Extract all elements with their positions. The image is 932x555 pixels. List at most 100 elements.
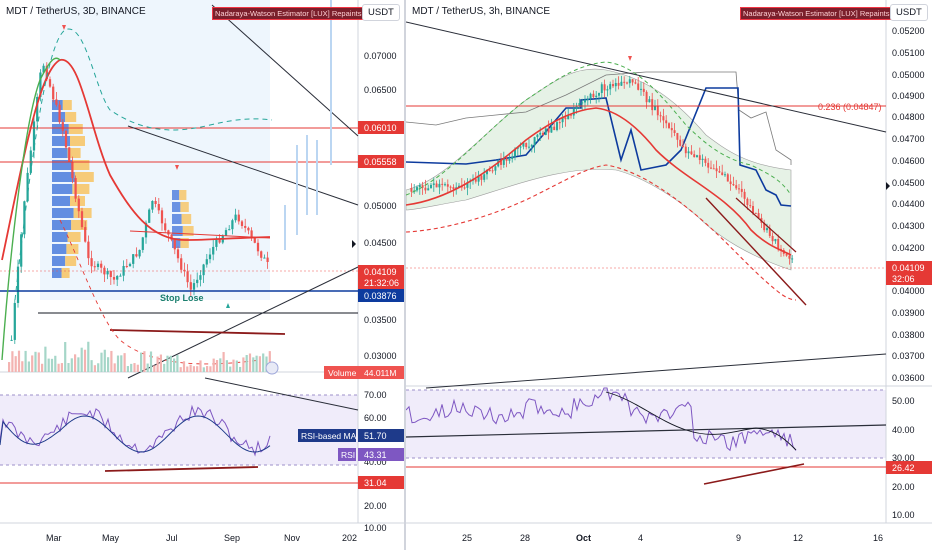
rsi-tick: 40.00 [892,425,915,435]
right-chart-panel[interactable]: 0.236 (0.04847) 0.05200 0.05100 0.05000 … [405,0,932,550]
candle-body [740,188,743,192]
candle-body [763,222,766,231]
volume-bar [186,366,189,372]
volume-bar [239,366,242,372]
volume-profile-bar [52,220,72,230]
rsi-ma-value: 51.70 [364,431,387,441]
volume-profile-bar [52,208,74,218]
candle-body [673,130,676,133]
volume-bar [41,363,44,372]
candle-body [128,263,132,267]
upper-envelope [405,71,792,165]
volume-bar [268,351,271,372]
current-price-value: 0.04109 [892,263,925,273]
left-currency-button[interactable]: USDT [362,4,400,21]
volume-bar [248,353,252,372]
candle-body [752,206,754,213]
volume-bar [209,366,212,372]
candle-body [628,79,631,84]
volume-bar [17,350,21,372]
candle-body [547,128,550,133]
candle-body [771,235,774,242]
nadaraya-upper-curve [14,28,273,301]
candle-body [430,184,432,189]
left-time-axis: Mar May Jul Sep Nov 202 [46,533,357,543]
candle-body [444,184,446,186]
rsi-line [0,404,271,457]
volume-profile-bar [67,232,81,242]
candle-body [42,65,45,73]
candle-body [247,227,250,231]
time-tick: 4 [638,533,643,543]
price-tick: 0.04200 [892,243,925,253]
candle-body [542,132,544,135]
price-tick: 0.03700 [892,351,925,361]
price-tick: 0.06500 [364,85,397,95]
price-tick: 0.03900 [892,308,925,318]
right-chart-canvas[interactable]: 0.236 (0.04847) 0.05200 0.05100 0.05000 … [405,0,932,550]
candle-body [84,227,87,242]
right-indicator-badge[interactable]: Nadaraya-Watson Estimator [LUX] Repaints [740,7,893,20]
volume-bar [182,361,186,372]
candle-body [774,239,777,242]
candle-body [39,72,42,97]
flag-icon[interactable] [265,361,279,375]
candle-body [141,237,144,250]
candle-body [135,254,138,257]
time-tick: 28 [520,533,530,543]
candle-body [441,183,444,185]
time-tick: Oct [576,533,591,543]
candle-body [138,249,141,257]
candle-body [578,103,581,107]
rsi-tick: 50.00 [892,396,915,406]
rsi-tick: 40.00 [364,457,387,467]
rsi-ma-line [605,391,797,451]
price-tick: 0.04500 [364,238,397,248]
buy-marker [226,303,230,308]
candle-body [416,187,418,191]
candle-body [757,213,760,218]
candle-body [36,96,39,122]
volume-value: 44.011M [364,368,396,378]
candle-body [530,144,533,147]
left-chart-canvas[interactable]: Stop Lose 0.07000 0.06500 0.05000 0.0450… [0,0,404,550]
candle-body [488,169,491,171]
candle-body [189,282,192,290]
candle-body [768,228,771,236]
candle-body [266,257,269,263]
rsi-tick: 20.00 [364,501,387,511]
candle-body [690,151,693,155]
price-tick: 0.05000 [364,201,397,211]
rsi-tick: 70.00 [364,390,387,400]
candle-body [491,170,494,172]
volume-bar [176,355,179,372]
candle-body [679,139,682,146]
left-indicator-badge[interactable]: Nadaraya-Watson Estimator [LUX] Repaints [212,7,365,20]
right-currency-button[interactable]: USDT [890,4,928,21]
candle-body [100,263,103,268]
left-chart-panel[interactable]: Stop Lose 0.07000 0.06500 0.05000 0.0450… [0,0,404,550]
candle-body [13,302,16,340]
sell-marker [628,56,632,61]
volume-profile-bar [172,190,180,200]
volume-bar [229,366,232,372]
candle-body [704,158,707,163]
candle-body [228,229,231,231]
candle-body [10,339,13,341]
candle-body [687,151,690,154]
candle-body [598,92,600,96]
candle-body [640,88,642,90]
candle-body [525,142,528,148]
candle-body [693,154,696,158]
volume-profile-bar [52,160,73,170]
price-tick: 0.04500 [892,178,925,188]
volume-bar [54,355,57,372]
rsi-low-value: 26.42 [892,463,915,473]
candle-body [721,172,724,176]
candle-body [452,187,455,189]
volume-bar [67,362,70,372]
countdown-value: 32:06 [892,274,915,284]
volume-bar [265,356,268,372]
left-rsi-axis: 70.00 60.00 40.00 20.00 10.00 [364,390,387,533]
candles-group [410,75,794,265]
